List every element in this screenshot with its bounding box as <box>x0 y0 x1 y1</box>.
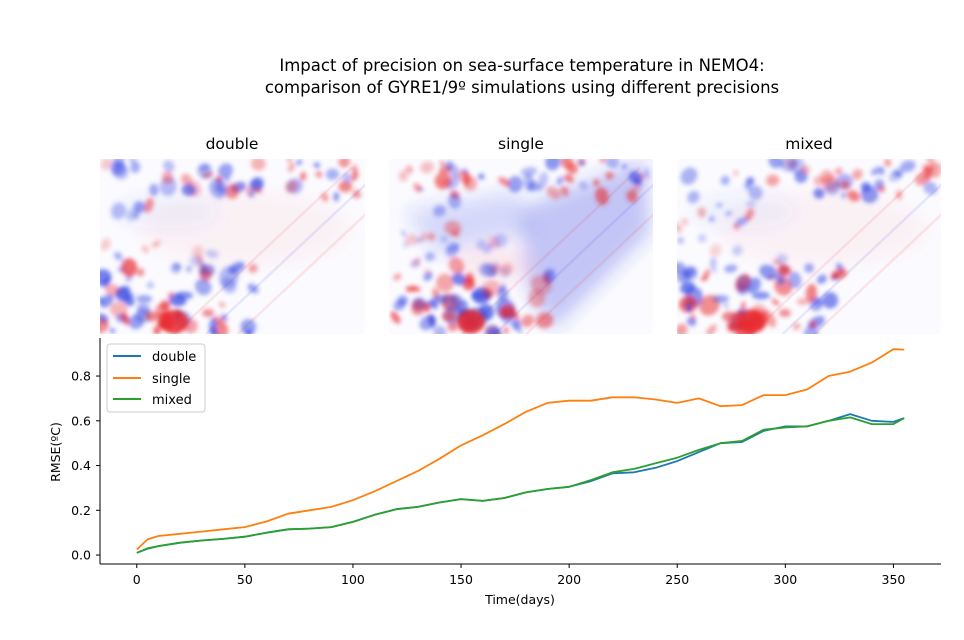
x-axis-ticks: 0 50 100 150 200 250 300 350 <box>133 564 906 587</box>
rmse-line-plot: 0 50 100 150 200 250 300 350 0.0 0.2 0.4 0.6 0.8 Ti… <box>48 338 941 607</box>
x-tick-label: 300 <box>773 572 797 587</box>
y-axis-ticks: 0.0 0.2 0.4 0.6 0.8 <box>71 369 100 563</box>
map-warm-core <box>432 291 511 334</box>
map-eddies <box>390 159 650 334</box>
series-line-single <box>136 348 905 551</box>
series-line-mixed <box>136 416 905 554</box>
map-warm-core <box>136 291 215 334</box>
series-line-double <box>136 413 905 554</box>
y-tick-label: 0.0 <box>71 548 91 563</box>
sst-anomaly-map-mixed <box>677 159 941 334</box>
sst-anomaly-map-single <box>389 159 653 334</box>
series-lines <box>136 348 905 554</box>
legend-box <box>106 343 206 413</box>
figure-title-line-1: Impact of precision on sea-surface tempe… <box>279 56 764 75</box>
x-axis-label: Time(days) <box>484 592 555 607</box>
y-tick-label: 0.8 <box>71 369 91 384</box>
panel-title-double: double <box>206 135 259 153</box>
x-tick-label: 250 <box>665 572 689 587</box>
sst-anomaly-map-double <box>100 159 365 334</box>
x-tick-label: 200 <box>557 572 581 587</box>
x-tick-label: 100 <box>341 572 365 587</box>
legend-label-mixed: mixed <box>152 393 192 408</box>
map-large-scale-field <box>690 190 928 268</box>
map-diagonal-streaks <box>462 166 653 334</box>
map-eddies <box>100 159 362 334</box>
y-axis-label: RMSE(ºC) <box>48 422 63 482</box>
y-tick-label: 0.2 <box>71 503 91 518</box>
y-tick-label: 0.6 <box>71 413 91 428</box>
y-tick-label: 0.4 <box>71 458 91 473</box>
x-tick-label: 350 <box>882 572 906 587</box>
figure-title-line-2: comparison of GYRE1/9º simulations using… <box>265 78 779 97</box>
panel-title-single: single <box>498 135 544 153</box>
x-tick-label: 150 <box>449 572 473 587</box>
legend-label-double: double <box>152 350 196 365</box>
x-tick-label: 50 <box>237 572 253 587</box>
legend-label-single: single <box>152 372 191 387</box>
map-warm-core <box>712 291 791 334</box>
x-tick-label: 0 <box>133 572 141 587</box>
panel-title-mixed: mixed <box>785 135 832 153</box>
legend: double single mixed <box>106 343 206 413</box>
